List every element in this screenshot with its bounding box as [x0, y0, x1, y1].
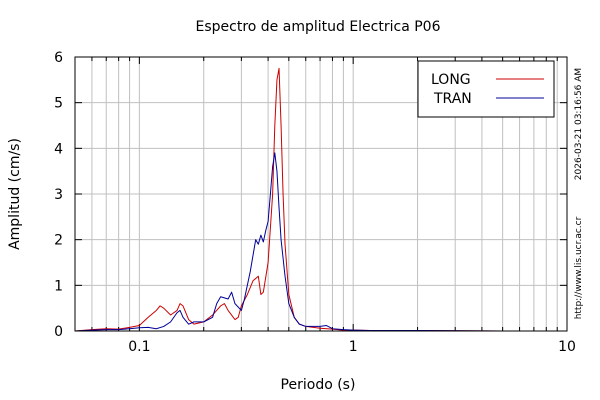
x-tick-label: 10	[558, 339, 576, 355]
y-tick-label: 3	[54, 187, 63, 203]
y-tick-label: 2	[54, 233, 63, 249]
y-tick-label: 4	[54, 141, 63, 157]
chart-title: Espectro de amplitud Electrica P06	[196, 19, 441, 35]
data-series	[74, 67, 567, 332]
x-tick-label: 1	[349, 339, 358, 355]
y-axis-label: Amplitud (cm/s)	[7, 138, 23, 250]
y-tick-label: 5	[54, 96, 63, 112]
x-tick-label: 0.1	[128, 339, 150, 355]
y-tick-label: 1	[54, 278, 63, 294]
website-label: http://www.lis.ucr.ac.cr	[574, 216, 584, 319]
timestamp-label: 2026-03-21 03:16:56 AM	[574, 68, 584, 180]
plot-frame	[74, 56, 568, 332]
legend-label-long: LONG	[431, 72, 471, 88]
legend: LONG TRAN	[417, 60, 555, 118]
legend-label-tran: TRAN	[433, 91, 472, 107]
x-axis-label: Periodo (s)	[281, 377, 356, 393]
y-tick-label: 0	[54, 324, 63, 340]
series-line-tran	[74, 152, 567, 332]
legend-box	[417, 60, 555, 118]
y-tick-label: 6	[54, 50, 63, 66]
